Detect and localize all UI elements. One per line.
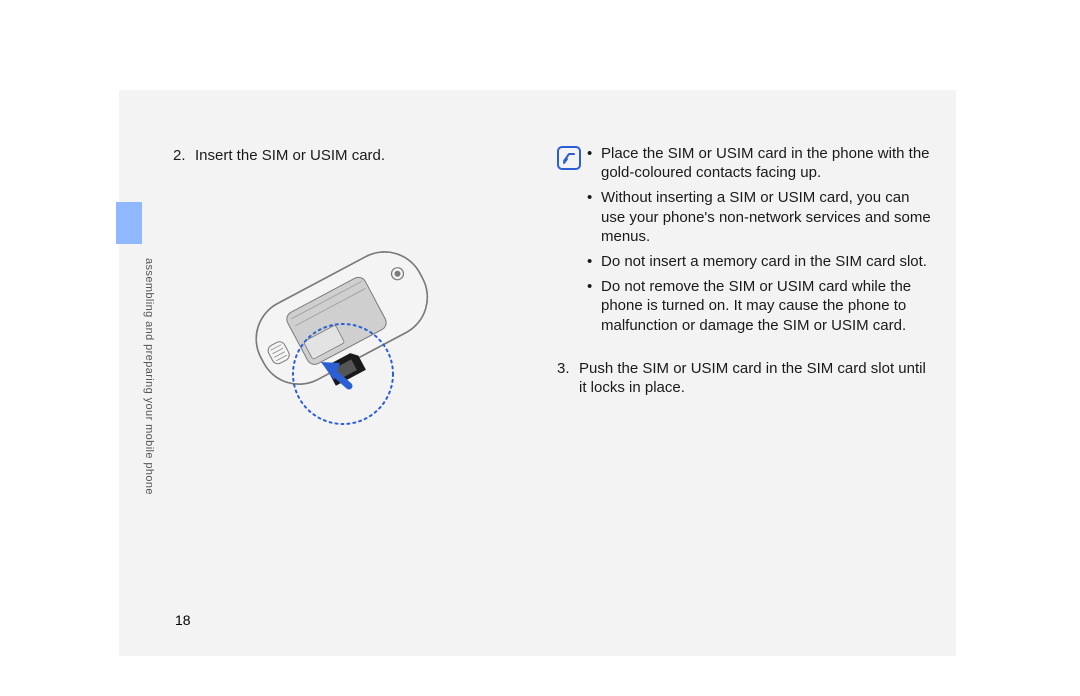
bullet-icon: •	[587, 144, 601, 182]
note-item: • Do not insert a memory card in the SIM…	[587, 252, 932, 271]
note-icon-wrap	[557, 144, 587, 341]
step-text: Push the SIM or USIM card in the SIM car…	[579, 359, 932, 398]
note-icon	[557, 146, 581, 170]
bullet-icon: •	[587, 188, 601, 246]
note-block: • Place the SIM or USIM card in the phon…	[557, 144, 932, 341]
note-text: Without inserting a SIM or USIM card, yo…	[601, 188, 932, 246]
page-number: 18	[175, 612, 191, 628]
sim-insert-illustration	[203, 236, 483, 426]
step-3: 3. Push the SIM or USIM card in the SIM …	[557, 359, 932, 398]
note-item: • Do not remove the SIM or USIM card whi…	[587, 277, 932, 335]
step-number: 2.	[173, 146, 195, 166]
section-label: assembling and preparing your mobile pho…	[141, 258, 155, 578]
left-column: 2. Insert the SIM or USIM card.	[173, 146, 541, 180]
step-number: 3.	[557, 359, 579, 398]
note-list: • Place the SIM or USIM card in the phon…	[587, 144, 932, 341]
bullet-icon: •	[587, 252, 601, 271]
note-item: • Place the SIM or USIM card in the phon…	[587, 144, 932, 182]
note-text: Place the SIM or USIM card in the phone …	[601, 144, 932, 182]
manual-page: assembling and preparing your mobile pho…	[119, 90, 956, 656]
note-item: • Without inserting a SIM or USIM card, …	[587, 188, 932, 246]
section-tab	[116, 202, 142, 244]
step-2: 2. Insert the SIM or USIM card.	[173, 146, 541, 166]
right-column: • Place the SIM or USIM card in the phon…	[557, 144, 932, 412]
bullet-icon: •	[587, 277, 601, 335]
step-text: Insert the SIM or USIM card.	[195, 146, 541, 166]
note-text: Do not remove the SIM or USIM card while…	[601, 277, 932, 335]
note-text: Do not insert a memory card in the SIM c…	[601, 252, 932, 271]
